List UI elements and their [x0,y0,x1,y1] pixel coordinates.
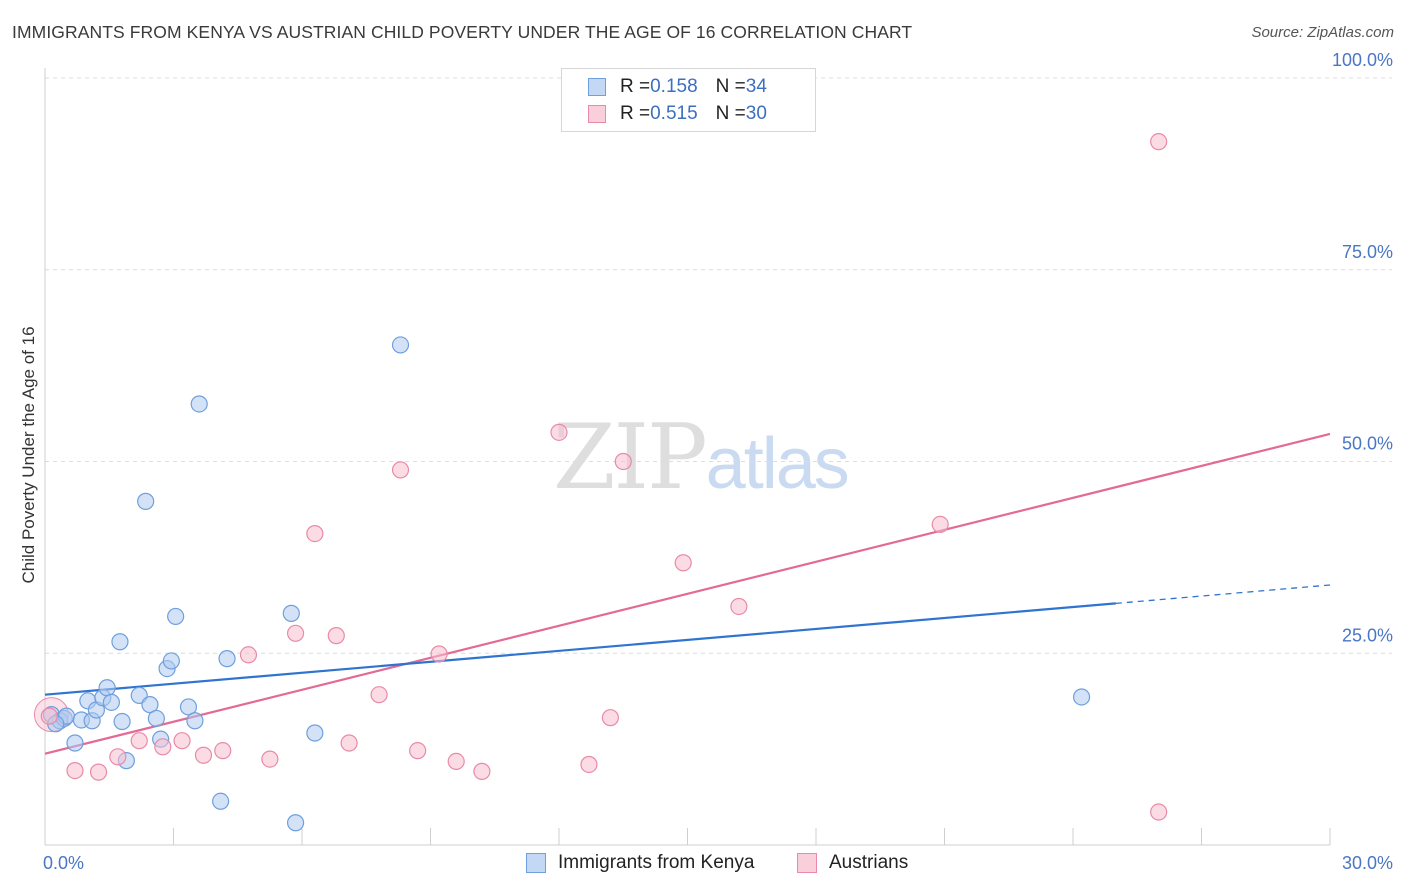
tick-labels: 25.0% 50.0% 75.0% 100.0% 0.0% 30.0% Child Pove… [19,50,1393,873]
series-legend-label: Austrians [829,852,909,873]
point-austrians [430,645,448,663]
legend-r-value: 0.158 [650,76,698,97]
legend-r-value: 0.515 [650,103,698,124]
point-kenya [111,633,129,651]
point-kenya [162,652,180,670]
point-kenya [286,814,305,832]
legend-n-value: 34 [745,76,767,97]
point-austrians [89,763,108,781]
point-kenya [1072,688,1091,706]
watermark-atlas: atlas [705,424,850,504]
point-austrians [130,732,148,750]
legend-swatch-blue [588,78,606,96]
point-austrians [391,461,410,479]
y-tick-label: 75.0% [1342,242,1393,262]
point-kenya [167,607,185,626]
legend-swatch-pink [797,853,817,873]
point-kenya [391,336,410,354]
point-austrians [550,423,568,441]
point-austrians [473,762,491,780]
point-austrians [194,746,213,764]
data-points [33,133,1168,832]
point-austrians [239,646,258,664]
legend-row-austrians: R = 0.515 N = 30 [588,102,767,126]
y-tick-label: 25.0% [1342,625,1393,645]
point-kenya [141,696,159,714]
point-kenya [179,698,198,716]
point-austrians [1150,133,1168,151]
point-kenya [212,792,230,810]
chart-title: IMMIGRANTS FROM KENYA VS AUSTRIAN CHILD … [12,22,913,42]
point-austrians [66,762,84,780]
point-austrians [674,554,692,572]
point-austrians [173,732,191,750]
point-austrians [447,752,465,770]
point-kenya [66,734,84,752]
point-austrians [601,709,620,727]
point-austrians [40,707,58,725]
point-kenya [102,693,120,711]
stats-legend: R = 0.158 N = 34 R = 0.515 N = 30 [561,68,816,132]
legend-n-value: 30 [745,103,767,124]
point-austrians [154,738,172,756]
point-austrians [306,524,324,543]
legend-swatch-blue [526,853,546,873]
point-austrians [580,755,598,774]
legend-n-label: N = [715,76,746,97]
x-tick-label: 0.0% [43,853,84,873]
point-kenya [282,604,300,622]
point-kenya [98,679,116,697]
point-austrians [340,734,358,752]
series-legend-kenya: Immigrants from Kenya [526,852,754,874]
trendline-kenya-extension [1115,584,1331,605]
legend-r-label: R = [620,103,651,124]
legend-swatch-pink [588,105,606,123]
trendlines [44,432,1331,755]
point-kenya [137,492,155,510]
y-tick-label: 100.0% [1332,50,1393,70]
point-kenya [218,650,236,668]
y-axis-title: Child Poverty Under the Age of 16 [19,326,38,583]
legend-r-label: R = [620,76,651,97]
point-austrians [614,452,632,471]
legend-row-kenya: R = 0.158 N = 34 [588,75,767,99]
series-legend-austrians: Austrians [797,852,908,874]
point-austrians [730,597,748,616]
point-austrians [931,515,949,533]
point-austrians [1150,803,1168,821]
watermark: ZIPatlas [553,405,850,510]
series-legend: Immigrants from Kenya Austrians [0,852,1406,878]
point-austrians [109,748,127,766]
point-austrians [370,686,388,704]
point-austrians [261,750,279,768]
trendline-austrians [44,432,1331,755]
legend-n-label: N = [715,103,746,124]
y-tick-label: 50.0% [1342,434,1393,454]
trendline-kenya [44,602,1116,696]
point-austrians [327,627,345,645]
x-tick-label: 30.0% [1342,853,1393,873]
point-austrians [409,742,427,760]
series-legend-label: Immigrants from Kenya [558,852,755,873]
point-kenya [147,709,165,728]
source-label: Source: ZipAtlas.com [1251,24,1394,41]
point-austrians [214,742,232,760]
point-kenya [113,712,131,731]
point-kenya [186,712,204,730]
point-kenya [306,724,324,742]
grid-lines [45,77,1392,654]
point-kenya [190,395,208,413]
axes [44,68,1331,846]
point-austrians [286,624,305,642]
